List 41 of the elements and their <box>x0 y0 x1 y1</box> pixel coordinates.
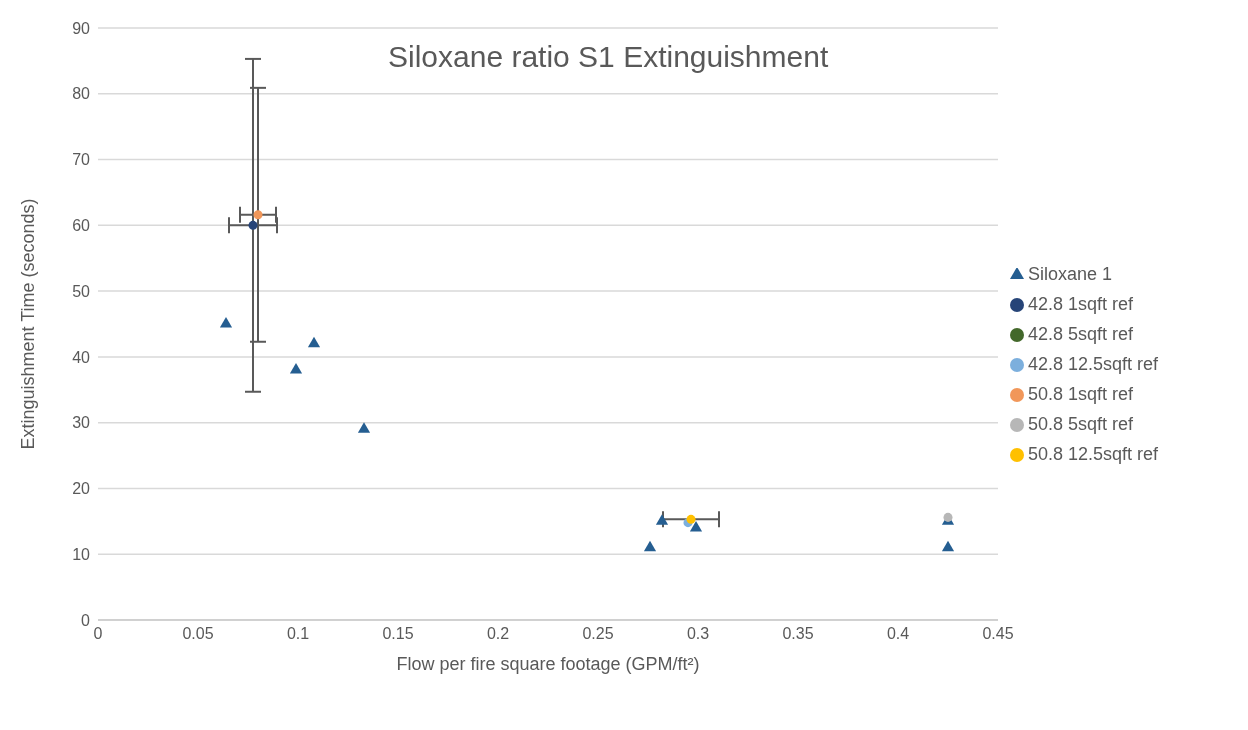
point <box>219 316 233 328</box>
legend-label: 50.8 1sqft ref <box>1028 384 1134 404</box>
y-tick-label: 40 <box>72 348 91 366</box>
y-tick-label: 10 <box>72 545 91 563</box>
x-tick-label: 0.15 <box>382 625 414 643</box>
point <box>248 220 258 230</box>
x-tick-label: 0.3 <box>686 625 710 643</box>
y-tick-label: 50 <box>72 282 91 300</box>
y-tick-label: 80 <box>72 85 91 103</box>
x-tick-label: 0.2 <box>486 625 510 643</box>
legend-label: 50.8 12.5sqft ref <box>1028 444 1159 464</box>
y-axis-title: Extinguishment Time (seconds) <box>18 198 39 450</box>
point <box>253 210 263 220</box>
point <box>689 520 703 532</box>
point <box>655 514 669 525</box>
point <box>307 336 321 348</box>
point <box>289 363 303 374</box>
point <box>643 540 657 552</box>
chart-title: Siloxane ratio S1 Extinguishment <box>388 40 829 74</box>
x-tick-label: 0.45 <box>982 625 1014 643</box>
x-tick-label: 0.05 <box>182 625 214 643</box>
x-tick-label: 0.1 <box>286 625 310 643</box>
y-tick-label: 30 <box>72 414 91 432</box>
x-tick-label: 0.25 <box>582 625 614 643</box>
y-tick-label: 70 <box>72 151 91 169</box>
x-tick-label: 0.35 <box>782 625 814 643</box>
legend-label: Siloxane 1 <box>1028 264 1113 284</box>
legend-label: 50.8 5sqft ref <box>1028 414 1134 434</box>
legend-label: 42.8 12.5sqft ref <box>1028 354 1159 374</box>
y-tick-label: 90 <box>72 19 91 37</box>
point <box>941 540 955 552</box>
y-tick-label: 20 <box>72 480 91 498</box>
y-tick-label: 0 <box>81 611 91 629</box>
y-tick-label: 60 <box>72 217 91 235</box>
x-axis-title: Flow per fire square footage (GPM/ft²) <box>396 654 700 674</box>
point <box>686 514 696 524</box>
x-tick-label: 0.4 <box>886 625 910 643</box>
legend-label: 42.8 1sqft ref <box>1028 294 1134 314</box>
point <box>357 422 371 433</box>
legend-label: 42.8 5sqft ref <box>1028 324 1134 344</box>
x-tick-label: 0 <box>93 625 103 643</box>
